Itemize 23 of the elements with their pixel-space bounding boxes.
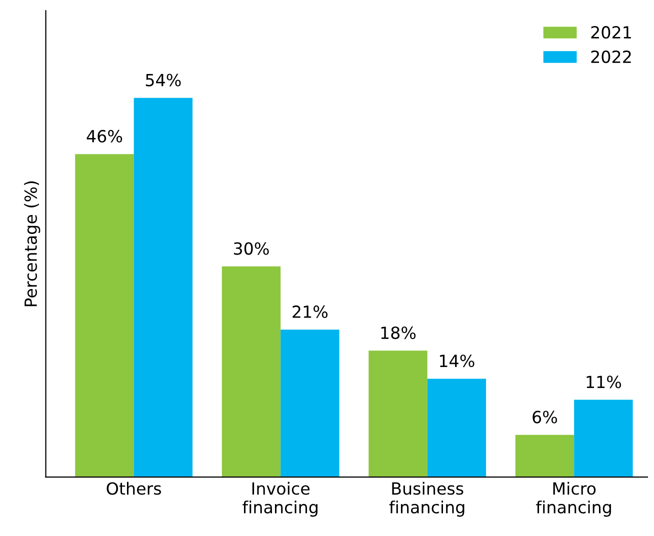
bar [515, 434, 574, 478]
bar [222, 266, 281, 478]
data-label: 11% [586, 376, 622, 388]
x-tick-label: Invoice financing [242, 482, 318, 517]
bar [280, 330, 340, 478]
y-axis-title: Percentage (%) [24, 181, 40, 306]
data-label: 14% [440, 354, 474, 368]
bar [574, 400, 633, 478]
x-tick-label: Micro financing [536, 482, 611, 517]
data-label: 46% [86, 130, 122, 143]
bar [134, 98, 193, 478]
legend-label: 2021 [591, 26, 631, 39]
legend-label: 2022 [591, 50, 631, 64]
bar [427, 378, 486, 478]
data-label: 54% [146, 74, 181, 86]
x-tick-label: Others [106, 482, 162, 495]
bar [368, 350, 428, 478]
data-label: 18% [381, 326, 416, 340]
data-label: 30% [234, 242, 269, 255]
data-label: 6% [532, 410, 558, 424]
x-tick-label: Business financing [389, 482, 464, 517]
data-label: 21% [292, 305, 328, 318]
bar [75, 154, 134, 478]
